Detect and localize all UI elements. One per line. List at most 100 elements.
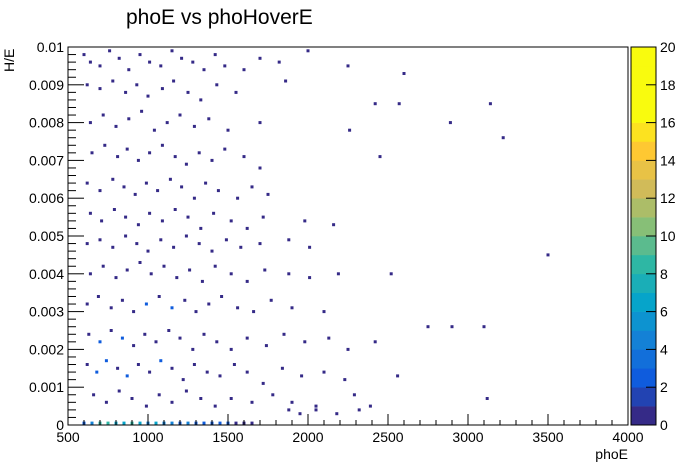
colorbar-tick-label: 16 xyxy=(660,115,676,131)
heatmap-cell xyxy=(290,306,294,310)
heatmap-cell xyxy=(261,381,265,385)
x-tick-label: 1500 xyxy=(212,429,243,445)
heatmap-cell xyxy=(234,90,238,94)
heatmap-cell xyxy=(207,302,211,306)
heatmap-cell xyxy=(124,215,128,219)
heatmap-cell xyxy=(146,249,150,253)
colorbar-step xyxy=(631,387,656,407)
heatmap-cell xyxy=(138,421,142,425)
colorbar-step xyxy=(631,84,656,104)
heatmap-cell xyxy=(101,264,105,268)
colorbar-step xyxy=(631,236,656,256)
heatmap-cell xyxy=(116,155,120,159)
heatmap-cell xyxy=(168,177,172,181)
heatmap-cell xyxy=(125,374,129,378)
x-axis: 500 1000 1500 2000 2500 3000 3500 4000 xyxy=(56,414,644,445)
heatmap-cell xyxy=(98,64,102,68)
heatmap-cell xyxy=(165,121,169,125)
heatmap-cell xyxy=(343,378,347,382)
heatmap-cell xyxy=(85,181,89,185)
colorbar-step xyxy=(631,292,656,312)
heatmap-cell xyxy=(199,98,203,102)
heatmap-cell xyxy=(373,102,377,106)
heatmap-cell xyxy=(213,404,217,408)
heatmap-cell xyxy=(156,189,160,193)
heatmap-cell xyxy=(144,404,148,408)
heatmap-cell xyxy=(104,400,108,404)
heatmap-cell xyxy=(232,363,236,366)
heatmap-cell xyxy=(188,268,192,272)
heatmap-cell xyxy=(175,276,179,280)
heatmap-cell xyxy=(178,336,182,340)
heatmap-cell xyxy=(229,219,233,223)
heatmap-cell xyxy=(218,374,222,378)
colorbar-tick-label: 6 xyxy=(660,304,668,320)
x-tick-label: 3500 xyxy=(532,429,563,445)
heatmap-cell xyxy=(200,279,204,283)
colorbar-tick-label: 18 xyxy=(660,77,676,93)
x-tick-label: 3000 xyxy=(452,429,483,445)
heatmap-cell xyxy=(117,56,121,60)
heatmap-cell xyxy=(266,192,270,196)
heatmap-cell xyxy=(170,400,174,404)
x-tick-label: 2000 xyxy=(292,429,323,445)
heatmap-cell xyxy=(170,49,174,53)
heatmap-cell xyxy=(96,295,100,298)
heatmap-cell xyxy=(152,128,156,132)
heatmap-cell xyxy=(98,238,102,242)
heatmap-cell xyxy=(114,124,118,128)
heatmap-cell xyxy=(322,370,326,374)
heatmap-cell xyxy=(300,374,304,378)
heatmap-cell xyxy=(290,400,294,404)
heatmap-cell xyxy=(192,124,196,128)
heatmap-cell xyxy=(258,121,262,125)
heatmap-cell xyxy=(258,242,262,246)
heatmap-cell xyxy=(485,397,489,400)
heatmap-cell xyxy=(482,325,486,329)
heatmap-cell xyxy=(172,245,176,249)
heatmap-cell xyxy=(250,400,254,404)
y-tick-label: 0.009 xyxy=(29,77,64,93)
heatmap-cell xyxy=(148,60,152,64)
y-tick-label: 0.01 xyxy=(37,39,64,55)
heatmap-cell xyxy=(303,340,307,344)
heatmap-cell xyxy=(346,64,350,68)
heatmap-cell xyxy=(98,340,102,344)
heatmap-cell xyxy=(287,408,291,412)
heatmap-cell xyxy=(242,68,246,72)
heatmap-cell xyxy=(192,196,196,200)
heatmap-cell xyxy=(191,60,195,64)
heatmap-cell xyxy=(234,421,238,425)
heatmap-cell xyxy=(213,264,217,268)
heatmap-cell xyxy=(303,219,307,223)
heatmap-cell xyxy=(160,143,164,147)
heatmap-cell xyxy=(215,83,219,87)
heatmap-cell xyxy=(220,295,224,298)
heatmap-cell xyxy=(132,310,136,314)
heatmap-cell xyxy=(245,279,249,283)
colorbar-step xyxy=(631,122,656,142)
heatmap-cell xyxy=(140,109,144,113)
heatmap-cell xyxy=(186,215,190,219)
heatmap-cell xyxy=(352,393,356,397)
chart-title: phoE vs phoHoverE xyxy=(126,6,313,29)
heatmap-cell xyxy=(322,310,326,314)
heatmap-cell xyxy=(88,60,92,64)
heatmap-cell xyxy=(236,196,240,200)
heatmap-cell xyxy=(159,238,163,242)
heatmap-cell xyxy=(199,397,203,400)
heatmap-cell xyxy=(85,242,89,246)
heatmap-cell xyxy=(239,245,243,249)
heatmap-cell xyxy=(204,181,208,185)
heatmap-cell xyxy=(252,310,256,314)
heatmap-cell xyxy=(180,56,184,60)
y-axis-title: H/E xyxy=(1,49,17,72)
heatmap-cell xyxy=(144,302,148,306)
colorbar-step xyxy=(631,330,656,350)
heatmap-cell xyxy=(170,366,174,370)
heatmap-cell xyxy=(298,412,302,416)
heatmap-cell xyxy=(124,90,128,94)
heatmap-cell xyxy=(546,253,550,257)
